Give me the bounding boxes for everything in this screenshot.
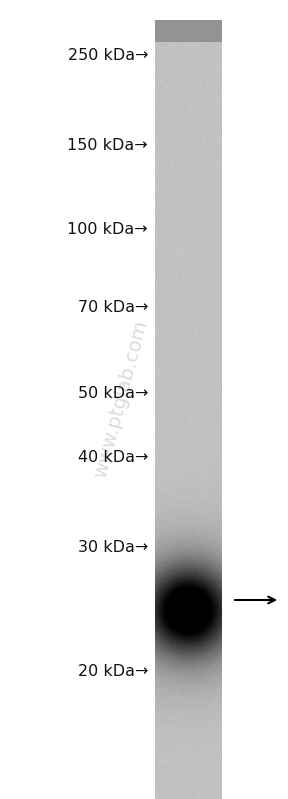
Text: 70 kDa→: 70 kDa→ bbox=[78, 300, 148, 316]
Text: 150 kDa→: 150 kDa→ bbox=[67, 137, 148, 153]
Text: 100 kDa→: 100 kDa→ bbox=[67, 222, 148, 237]
Text: 40 kDa→: 40 kDa→ bbox=[78, 450, 148, 464]
Text: 20 kDa→: 20 kDa→ bbox=[78, 665, 148, 679]
Text: 30 kDa→: 30 kDa→ bbox=[78, 539, 148, 555]
Text: 50 kDa→: 50 kDa→ bbox=[78, 385, 148, 400]
Text: www.ptglab.com: www.ptglab.com bbox=[91, 319, 151, 480]
Text: 250 kDa→: 250 kDa→ bbox=[67, 47, 148, 62]
